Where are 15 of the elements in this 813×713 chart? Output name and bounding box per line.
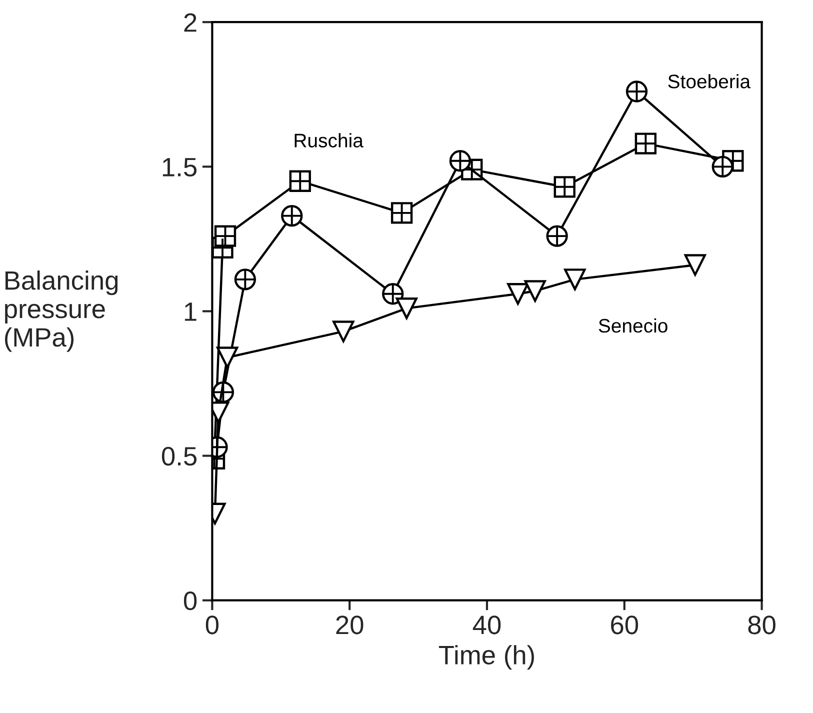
y-tick-label: 2 [184,13,196,32]
x-tick-label: 0 [206,616,218,634]
y-tick-label: 1 [184,302,196,321]
x-tick-label: 40 [472,616,501,634]
y-tick-label: 0 [184,591,197,610]
series-label: Senecio [598,318,668,333]
x-tick-label: 20 [336,616,364,634]
series-label: Ruschia [294,133,364,148]
y-axis-title: Balancing pressure (MPa) [4,270,118,352]
series-label: Stoeberia [668,74,751,88]
y-tick-label: 0.5 [162,446,197,466]
x-axis-title: Time (h) [438,645,534,670]
x-tick-label: 60 [611,616,638,634]
x-tick-label: 80 [748,616,776,634]
y-tick-label: 1.5 [162,158,197,176]
